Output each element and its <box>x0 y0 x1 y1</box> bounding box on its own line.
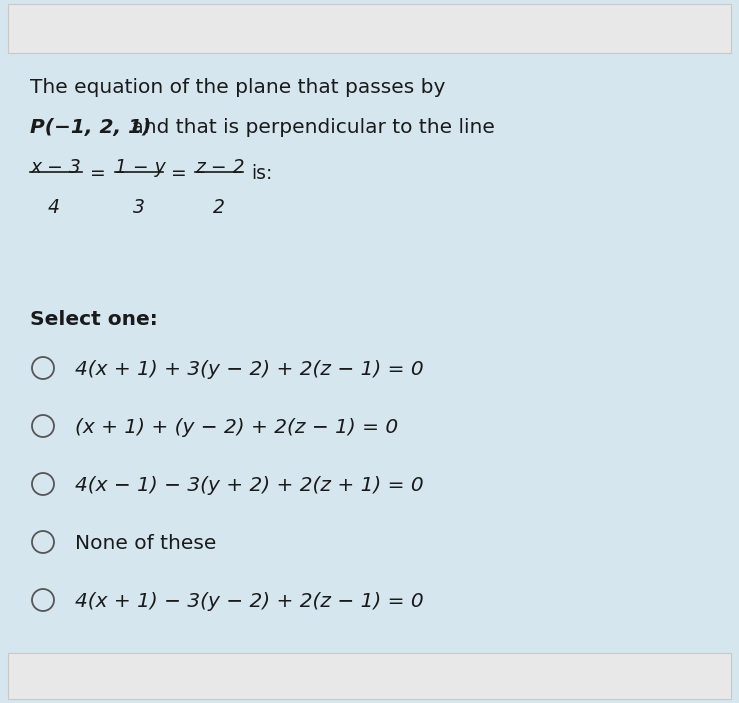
Text: None of these: None of these <box>75 534 217 553</box>
Text: 2: 2 <box>213 198 225 217</box>
Text: and that is perpendicular to the line: and that is perpendicular to the line <box>125 118 495 137</box>
FancyBboxPatch shape <box>8 653 731 699</box>
Text: Select one:: Select one: <box>30 310 157 329</box>
Text: 1 − y: 1 − y <box>115 158 166 177</box>
Text: P(−1, 2, 1): P(−1, 2, 1) <box>30 118 151 137</box>
FancyBboxPatch shape <box>8 4 731 53</box>
Text: =: = <box>90 164 106 183</box>
Text: is:: is: <box>251 164 273 183</box>
Text: 3: 3 <box>133 198 145 217</box>
Text: 4(x − 1) − 3(y + 2) + 2(z + 1) = 0: 4(x − 1) − 3(y + 2) + 2(z + 1) = 0 <box>75 476 423 495</box>
Text: (x + 1) + (y − 2) + 2(z − 1) = 0: (x + 1) + (y − 2) + 2(z − 1) = 0 <box>75 418 398 437</box>
Text: 4: 4 <box>48 198 60 217</box>
Text: x − 3: x − 3 <box>30 158 81 177</box>
Text: z − 2: z − 2 <box>195 158 245 177</box>
Text: =: = <box>171 164 187 183</box>
Text: 4(x + 1) + 3(y − 2) + 2(z − 1) = 0: 4(x + 1) + 3(y − 2) + 2(z − 1) = 0 <box>75 360 423 379</box>
Text: The equation of the plane that passes by: The equation of the plane that passes by <box>30 78 446 97</box>
Text: 4(x + 1) − 3(y − 2) + 2(z − 1) = 0: 4(x + 1) − 3(y − 2) + 2(z − 1) = 0 <box>75 592 423 611</box>
